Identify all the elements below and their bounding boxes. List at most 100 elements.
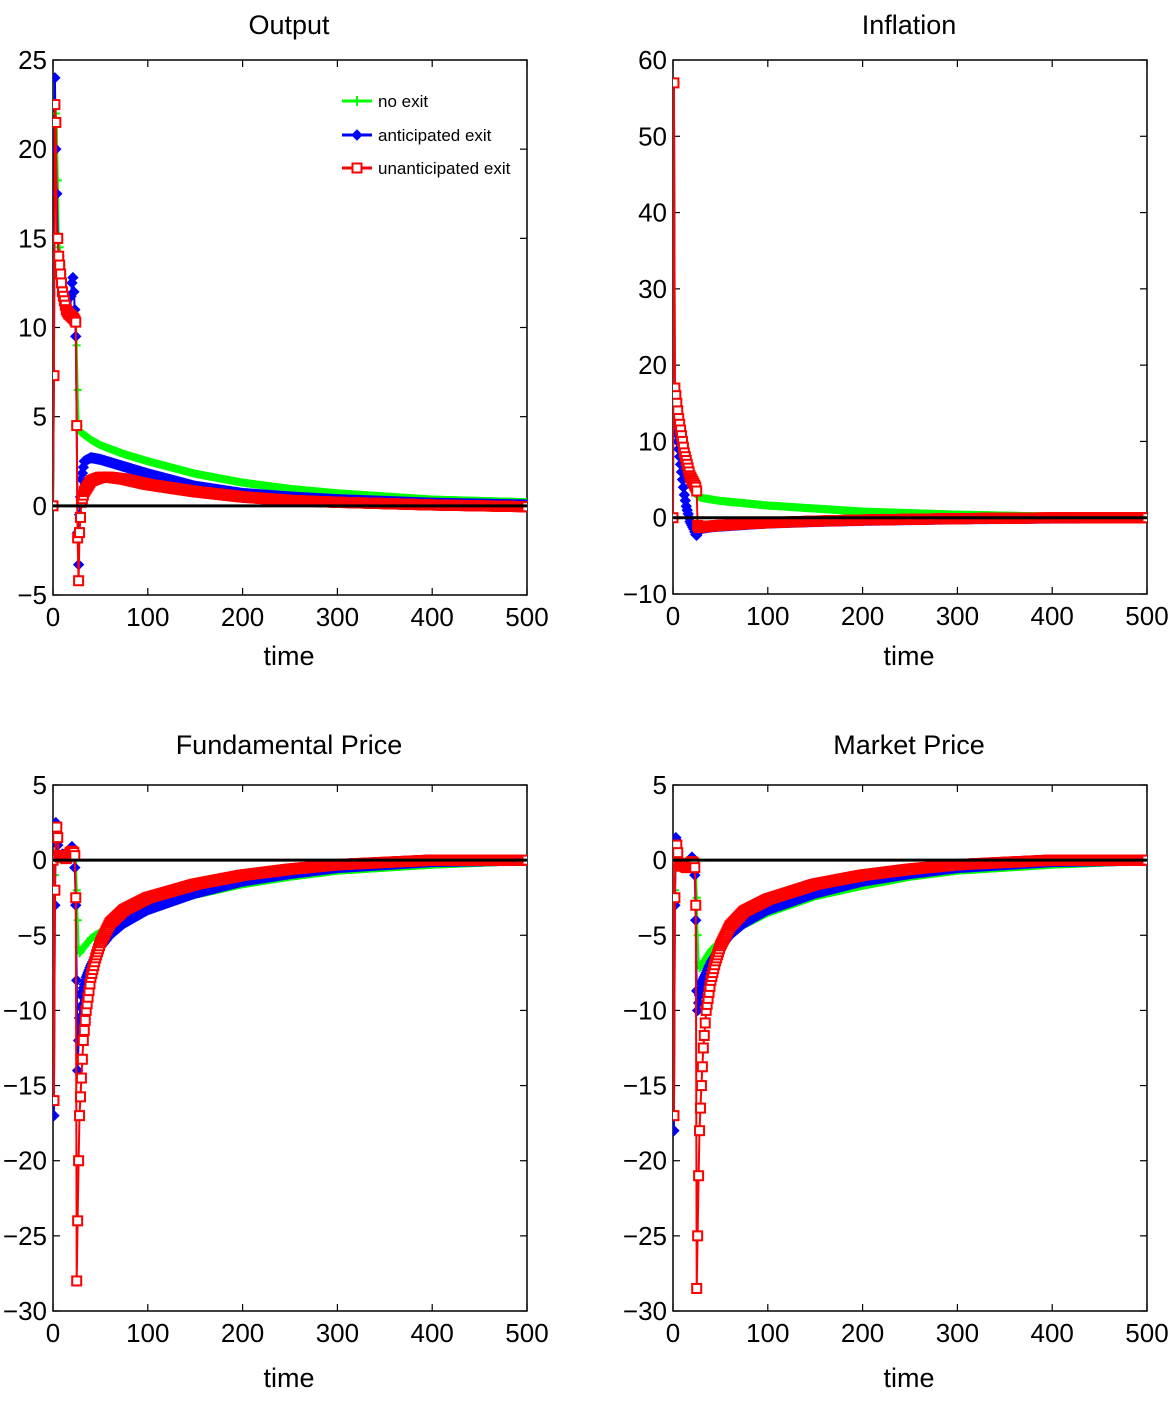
data-point-unanticipated: [74, 1110, 86, 1122]
y-tick-label: 10: [18, 313, 47, 343]
x-tick-label: 500: [1125, 1318, 1168, 1348]
y-tick-label: 5: [33, 770, 47, 800]
panel-market-price: Market Price 0 100 200 300 400 500−30−25−20−1…: [623, 730, 1169, 1393]
data-point-unanticipated: [53, 116, 62, 128]
data-point-anticipated: [77, 461, 90, 473]
y-tick-label: −10: [3, 995, 47, 1025]
x-tick-label: 300: [936, 601, 979, 631]
x-tick-label: 100: [126, 602, 169, 632]
y-tick-label: −5: [17, 920, 47, 950]
x-tick-label: 0: [46, 602, 60, 632]
panel-output-title: Output: [248, 10, 330, 40]
x-tick-label: 300: [936, 1318, 979, 1348]
data-point-unanticipated: [75, 1072, 87, 1084]
y-tick-label: −25: [3, 1221, 47, 1251]
x-tick-label: 0: [46, 1318, 60, 1348]
y-tick-label: −5: [637, 920, 667, 950]
data-point-no-exit: [73, 385, 82, 394]
data-point-unanticipated: [74, 1091, 86, 1103]
y-tick-label: 0: [653, 845, 667, 875]
data-point-unanticipated: [55, 268, 67, 280]
legend-marker-unanticipated: [351, 162, 363, 174]
y-tick-label: 5: [653, 770, 667, 800]
y-tick-label: −20: [623, 1146, 667, 1176]
data-point-unanticipated: [70, 892, 82, 904]
y-tick-label: 20: [18, 134, 47, 164]
panel-output-xlabel: time: [263, 641, 314, 671]
data-point-unanticipated: [77, 1034, 89, 1046]
data-point-unanticipated: [53, 1095, 60, 1107]
x-tick-label: 200: [841, 601, 884, 631]
data-point-unanticipated: [76, 1053, 88, 1065]
data-point-anticipated: [67, 271, 79, 284]
series-group: [53, 816, 527, 1287]
y-tick-label: −10: [623, 579, 667, 609]
y-tick-label: 20: [638, 350, 667, 380]
x-tick-label: 200: [841, 1318, 884, 1348]
data-point-unanticipated: [53, 821, 63, 833]
data-point-anticipated: [53, 1109, 60, 1122]
data-point-unanticipated: [72, 1215, 84, 1227]
x-tick-label: 500: [505, 602, 548, 632]
data-point-unanticipated: [691, 485, 703, 497]
data-point-unanticipated: [73, 575, 85, 587]
y-tick-label: 15: [18, 223, 47, 253]
y-tick-label: −30: [3, 1296, 47, 1326]
data-point-anticipated: [68, 286, 80, 298]
y-tick-label: −20: [3, 1146, 47, 1176]
data-point-unanticipated: [71, 420, 83, 432]
panel-fundamental-price-xlabel: time: [263, 1363, 314, 1393]
x-tick-label: 100: [746, 1318, 789, 1348]
data-point-unanticipated: [78, 1024, 90, 1036]
data-point-unanticipated: [70, 316, 82, 328]
x-tick-label: 0: [666, 601, 680, 631]
data-point-anticipated: [53, 72, 61, 84]
data-point-unanticipated: [53, 99, 61, 111]
x-tick-label: 100: [746, 601, 789, 631]
x-tick-label: 400: [411, 602, 454, 632]
legend: no exit anticipated exit unanticipated e…: [332, 86, 520, 182]
legend-label-no-exit: no exit: [378, 92, 428, 111]
data-point-unanticipated: [54, 259, 66, 271]
y-tick-label: −15: [3, 1071, 47, 1101]
data-point-unanticipated: [73, 1155, 85, 1167]
data-point-unanticipated: [74, 527, 86, 539]
x-tick-label: 300: [316, 602, 359, 632]
panel-fundamental-price-title: Fundamental Price: [176, 730, 403, 760]
x-tick-label: 0: [666, 1318, 680, 1348]
data-point-unanticipated: [53, 250, 65, 262]
legend-label-unanticipated: unanticipated exit: [378, 159, 511, 178]
y-tick-label: 50: [638, 121, 667, 151]
panel-market-price-title: Market Price: [833, 730, 985, 760]
x-tick-label: 200: [221, 602, 264, 632]
data-point-unanticipated: [53, 832, 64, 844]
y-tick-label: −25: [623, 1221, 667, 1251]
y-tick-label: 40: [638, 198, 667, 228]
data-point-unanticipated: [53, 884, 61, 896]
y-tick-label: 0: [653, 503, 667, 533]
x-tick-label: 100: [126, 1318, 169, 1348]
y-tick-label: −15: [623, 1071, 667, 1101]
y-tick-label: −5: [17, 580, 47, 610]
y-tick-label: 0: [33, 845, 47, 875]
panel-inflation-xlabel: time: [883, 641, 934, 671]
x-tick-label: 400: [1031, 1318, 1074, 1348]
panel-inflation-title: Inflation: [862, 10, 957, 40]
legend-marker-no-exit: [352, 96, 362, 106]
data-point-unanticipated: [79, 1014, 91, 1026]
x-tick-label: 500: [505, 1318, 548, 1348]
x-tick-label: 300: [316, 1318, 359, 1348]
series-group: [673, 831, 1147, 1294]
y-tick-label: 5: [33, 402, 47, 432]
data-point-unanticipated: [71, 1275, 83, 1287]
data-point-no-exit: [55, 243, 64, 252]
data-point-unanticipated: [74, 511, 86, 523]
y-tick-label: −10: [623, 995, 667, 1025]
legend-marker-anticipated: [351, 129, 363, 141]
x-tick-label: 400: [1031, 601, 1074, 631]
panel-market-price-plot: 0 100 200 300 400 500−30−25−20−15−10−505: [623, 770, 1169, 1348]
x-tick-label: 400: [411, 1318, 454, 1348]
y-tick-label: 10: [638, 426, 667, 456]
